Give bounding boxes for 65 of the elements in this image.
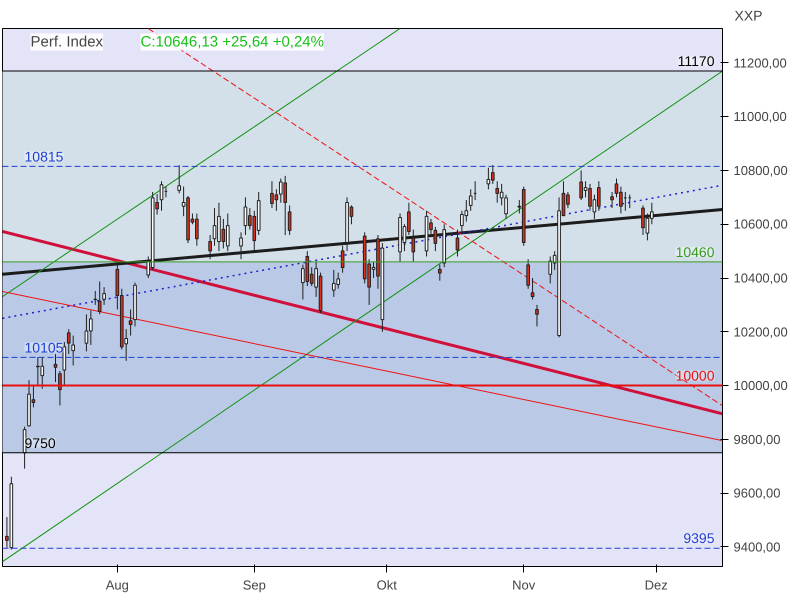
candlestick (84, 314, 88, 352)
candlestick (40, 356, 44, 390)
candlestick (460, 210, 464, 233)
candlestick (66, 328, 71, 355)
ref-line-label: 9750 (24, 434, 56, 451)
candlestick (490, 164, 495, 184)
candlestick (464, 200, 468, 222)
y-tick-label: 10800,00 (734, 162, 788, 178)
candlestick (340, 245, 344, 274)
candlestick (36, 356, 40, 386)
candlestick (71, 335, 75, 366)
y-tick-label: 11000,00 (734, 109, 787, 124)
x-tick-label: Nov (512, 578, 536, 592)
candlestick (434, 226, 438, 252)
candlestick (128, 308, 132, 336)
chart-title: Perf. Index (30, 34, 104, 50)
candlestick (530, 278, 534, 300)
y-tick-label: 11200,00 (734, 55, 787, 70)
y-tick-label: 9400,00 (734, 539, 780, 554)
y-tick-label: 9800,00 (734, 432, 780, 447)
candlestick (596, 180, 601, 212)
candlestick (610, 191, 614, 209)
candlestick (504, 194, 508, 220)
candlestick (288, 204, 292, 236)
y-tick-label: 10200,00 (734, 324, 788, 340)
candlestick (456, 229, 460, 257)
x-tick-label: Okt (376, 578, 398, 592)
candlestick (486, 167, 490, 190)
y-tick-label: 10400,00 (734, 270, 788, 286)
ref-line-label: 10460 (676, 244, 715, 260)
ref-line-label: 11170 (678, 52, 715, 69)
ref-line-label: 10000 (676, 368, 715, 384)
candlestick (244, 196, 248, 236)
candlestick (98, 281, 102, 315)
candlestick (283, 175, 288, 236)
candlestick (468, 188, 473, 212)
chart-subtitle: C:10646,13 +25,64 +0,24% (140, 34, 324, 50)
candlestick (495, 180, 500, 204)
candlestick (332, 269, 336, 298)
candlestick (336, 272, 340, 290)
candlestick (160, 180, 164, 212)
candlestick (411, 229, 416, 262)
candlestick (54, 354, 58, 383)
candlestick (62, 341, 66, 386)
candlestick (208, 234, 212, 260)
candlestick (278, 178, 283, 204)
ref-line-label: 10105 (24, 339, 64, 356)
ref-line-label: 10815 (24, 148, 64, 164)
x-tick-label: Dez (644, 578, 668, 592)
candlestick (526, 258, 530, 290)
candlestick (239, 232, 243, 260)
candlestick (535, 304, 539, 327)
candlestick (177, 164, 182, 194)
y-axis-title: XXP (734, 8, 762, 24)
x-tick-label: Aug (106, 578, 129, 592)
y-tick-label: 10000,00 (734, 378, 788, 394)
ref-line-label: 9395 (683, 530, 715, 546)
y-tick-label: 9600,00 (734, 486, 780, 501)
candlestick (270, 180, 274, 209)
y-tick-label: 10600,00 (734, 216, 788, 232)
candlestick (226, 212, 230, 252)
x-tick-label: Sep (242, 578, 266, 592)
candlestick (102, 286, 106, 306)
candlestick (93, 290, 98, 306)
candlestick (438, 264, 442, 282)
